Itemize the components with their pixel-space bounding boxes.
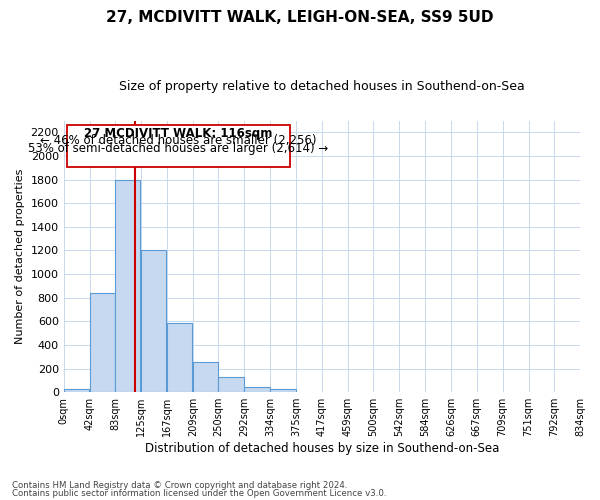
Bar — [193, 362, 218, 392]
Text: Contains HM Land Registry data © Crown copyright and database right 2024.: Contains HM Land Registry data © Crown c… — [12, 481, 347, 490]
Text: ← 46% of detached houses are smaller (2,256): ← 46% of detached houses are smaller (2,… — [40, 134, 316, 147]
FancyBboxPatch shape — [67, 124, 290, 166]
Bar — [218, 378, 244, 392]
Bar — [141, 250, 166, 392]
X-axis label: Distribution of detached houses by size in Southend-on-Sea: Distribution of detached houses by size … — [145, 442, 499, 455]
Bar — [167, 322, 193, 392]
Bar — [64, 390, 89, 392]
Text: Contains public sector information licensed under the Open Government Licence v3: Contains public sector information licen… — [12, 488, 386, 498]
Text: 27, MCDIVITT WALK, LEIGH-ON-SEA, SS9 5UD: 27, MCDIVITT WALK, LEIGH-ON-SEA, SS9 5UD — [106, 10, 494, 25]
Text: 53% of semi-detached houses are larger (2,614) →: 53% of semi-detached houses are larger (… — [28, 142, 328, 156]
Bar — [244, 387, 270, 392]
Bar — [115, 180, 140, 392]
Bar — [271, 388, 296, 392]
Y-axis label: Number of detached properties: Number of detached properties — [15, 168, 25, 344]
Text: 27 MCDIVITT WALK: 116sqm: 27 MCDIVITT WALK: 116sqm — [84, 127, 272, 140]
Bar — [89, 293, 115, 392]
Title: Size of property relative to detached houses in Southend-on-Sea: Size of property relative to detached ho… — [119, 80, 525, 93]
